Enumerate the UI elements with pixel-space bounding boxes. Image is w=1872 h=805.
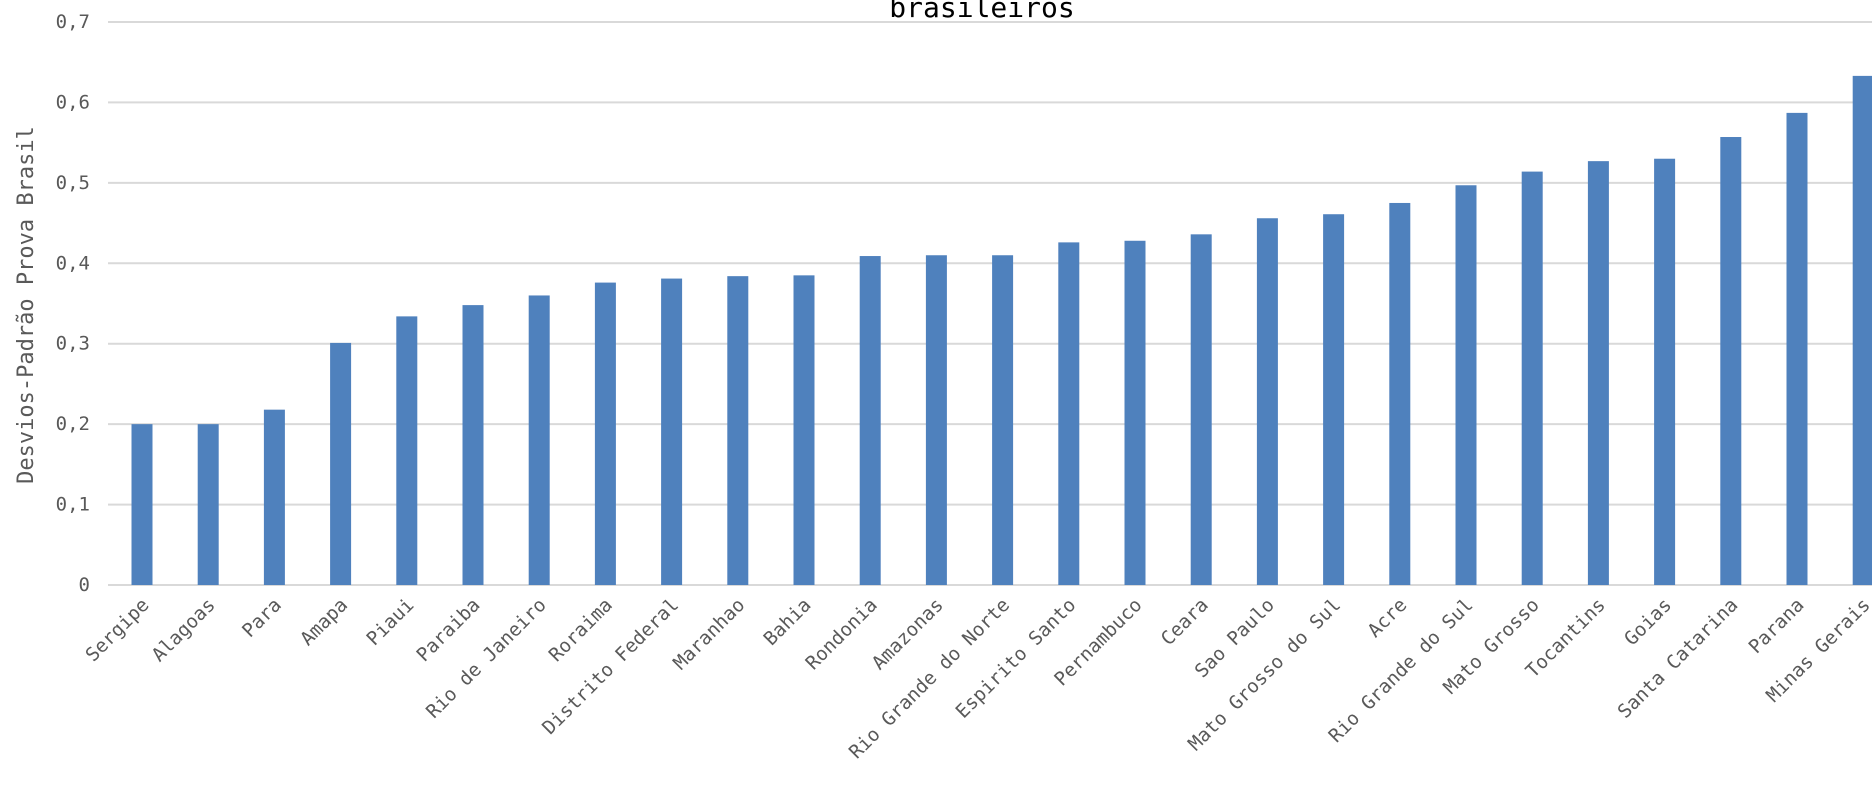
x-category-label: Goias: [1620, 594, 1676, 650]
bar: [330, 342, 352, 585]
bar: [131, 424, 153, 585]
bar: [992, 255, 1014, 585]
bar: [1521, 171, 1543, 585]
y-axis-title: Desvios-Padrão Prova Brasil: [14, 126, 39, 484]
bar: [1720, 137, 1742, 585]
y-axis-ticks: 0 0,1 0,2 0,3 0,4 0,5 0,6 0,7: [56, 11, 90, 596]
x-category-label: Bahia: [760, 594, 816, 650]
bar: [594, 282, 616, 585]
bar: [727, 276, 749, 585]
bar: [859, 256, 881, 585]
x-category-label: Rondonia: [801, 594, 881, 674]
x-category-label: Santa Catarina: [1614, 594, 1743, 723]
x-category-label: Acre: [1363, 594, 1411, 642]
bar: [462, 305, 484, 585]
y-tick-label: 0,4: [56, 252, 90, 274]
bar: [396, 316, 418, 585]
bar: [661, 278, 683, 585]
x-category-label: Maranhao: [669, 594, 749, 674]
x-category-label: Espirito Santo: [952, 594, 1081, 723]
bar: [1256, 218, 1278, 585]
x-category-label: Alagoas: [148, 594, 220, 666]
bar: [1455, 185, 1477, 585]
y-tick-label: 0,6: [56, 91, 90, 113]
x-category-label: Sergipe: [81, 594, 153, 666]
bar: [1323, 214, 1345, 585]
x-category-label: Ceara: [1157, 594, 1213, 650]
bar: [793, 275, 815, 585]
bar: [1190, 234, 1212, 585]
bar: [1654, 158, 1676, 585]
bar: [1852, 75, 1872, 585]
chart-title: brasileiros: [889, 0, 1074, 24]
bar: [197, 424, 219, 585]
x-category-label: Parana: [1744, 594, 1808, 658]
bars: [131, 75, 1872, 586]
x-category-label: Piaui: [362, 594, 418, 650]
bar: [528, 295, 550, 585]
bar: [1786, 112, 1808, 586]
x-category-label: Para: [238, 594, 286, 642]
y-tick-label: 0,3: [56, 333, 90, 355]
x-category-label: Amapa: [296, 594, 352, 650]
bar: [263, 409, 285, 585]
y-tick-label: 0,5: [56, 172, 90, 194]
bar: [1124, 240, 1146, 585]
y-tick-label: 0,2: [56, 413, 90, 435]
bar: [925, 255, 947, 585]
bar: [1587, 161, 1609, 586]
y-tick-label: 0,1: [56, 494, 90, 516]
x-category-label: Rio de Janeiro: [422, 594, 551, 723]
y-tick-label: 0,7: [56, 11, 90, 33]
y-tick-label: 0: [79, 574, 90, 596]
bar: [1058, 242, 1080, 586]
bar: [1389, 202, 1411, 585]
